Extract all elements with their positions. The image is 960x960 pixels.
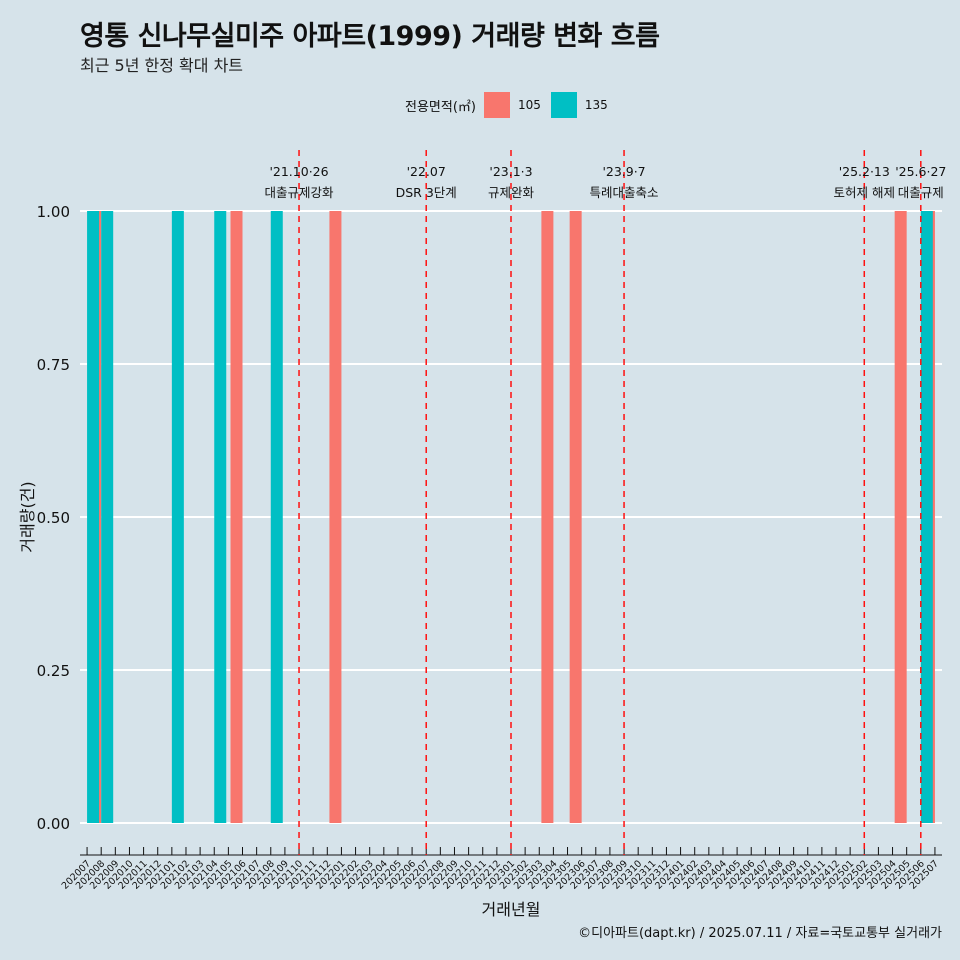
event-label: 특례대출축소 [590,185,659,200]
bar-105-202106 [230,211,243,823]
bar-105-202306 [569,211,582,823]
bar-105-202304 [541,211,554,823]
y-tick-label: 1.00 [37,203,70,221]
legend: 전용면적(㎡) 105 135 [405,92,618,118]
event-label: 대출규제강화 [265,185,335,200]
y-tick-label: 0.25 [37,662,70,680]
event-label: 대출규제 [898,185,944,200]
event-label: 규제완화 [488,185,535,200]
event-date-label: '23.9·7 [602,164,645,179]
x-axis-title: 거래년월 [482,900,541,919]
y-axis-title: 거래량(건) [18,481,37,552]
event-date-label: '21.10·26 [269,164,328,179]
bar-135-202108 [270,211,283,823]
legend-label-135: 135 [584,98,608,112]
legend-title: 전용면적(㎡) [405,99,476,115]
event-label: DSR 3단계 [396,185,457,200]
bar-105-202201 [329,211,342,823]
bar-135-202101 [171,211,184,823]
legend-swatch-135 [550,92,577,118]
bar-105-202505 [894,211,907,823]
event-date-label: '23.1·3 [489,164,532,179]
caption: ©디아파트(dapt.kr) / 2025.07.11 / 자료=국토교통부 실… [578,926,942,941]
event-date-label: '22.07 [407,164,446,179]
legend-label-105: 105 [517,98,541,112]
bar-135-202506 [920,211,933,823]
event-date-label: '25.6·27 [895,164,946,179]
bar-135-202008 [101,211,114,823]
y-tick-label: 0.75 [37,356,70,374]
y-tick-label: 0.50 [37,509,70,527]
event-label: 토허제 해제 [834,185,895,200]
bar-135-202007 [87,211,100,823]
bar-135-202104 [214,211,227,823]
legend-swatch-105 [483,92,510,118]
y-tick-label: 0.00 [37,815,70,833]
chart-subtitle: 최근 5년 한정 확대 차트 [80,56,244,75]
event-date-label: '25.2·13 [839,164,890,179]
chart-title: 영통 신나무실미주 아파트(1999) 거래량 변화 흐름 [80,21,660,52]
